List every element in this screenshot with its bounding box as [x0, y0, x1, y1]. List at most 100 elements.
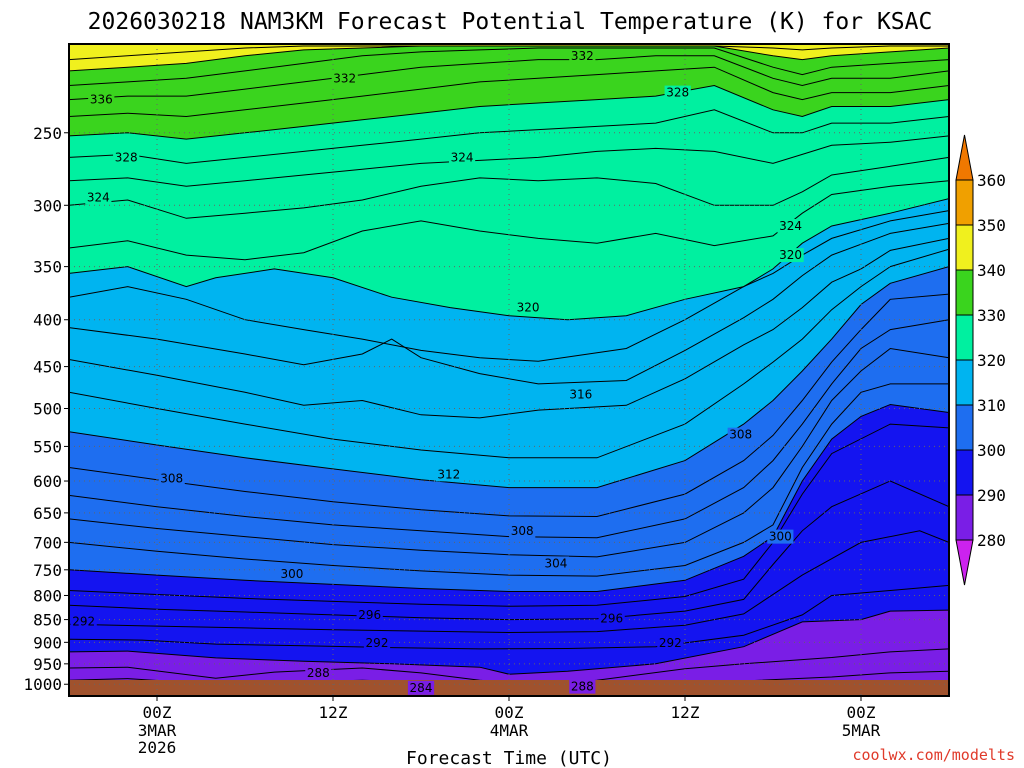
fill-band-336: [69, 44, 949, 86]
contour-label-312: 312: [437, 467, 460, 481]
contour-label-bg: [331, 71, 358, 86]
colorbar-label: 310: [977, 396, 1006, 415]
colorbar-bottom-arrow: [955, 539, 974, 586]
contour-label-332: 332: [571, 49, 594, 63]
contour-label-300: 300: [769, 530, 792, 544]
contour-line-310: [69, 266, 949, 489]
x-tick-label: 00Z: [495, 703, 524, 722]
contour-label-bg: [278, 567, 306, 582]
ground-band: [69, 680, 949, 695]
contour-label-288: 288: [307, 666, 330, 680]
y-tick-label: 850: [33, 611, 62, 630]
x-tick-sublabel: 3MAR: [138, 721, 177, 740]
contour-line-318: [69, 210, 949, 362]
contour-line-334: [69, 55, 949, 101]
contour-label-288: 288: [571, 680, 594, 694]
grid-lines: [69, 44, 949, 696]
fill-band-344: [69, 44, 949, 60]
contour-line-322: [69, 180, 949, 261]
contour-line-300: [69, 403, 949, 592]
contour-label-324: 324: [779, 219, 802, 233]
y-tick-label: 900: [33, 633, 62, 652]
contour-label-bg: [448, 150, 476, 165]
y-tick-label: 500: [33, 400, 62, 419]
y-tick-label: 700: [33, 533, 62, 552]
contour-label-bg: [598, 611, 625, 626]
x-tick-label: 00Z: [847, 703, 876, 722]
credit-text: coolwx.com/modelts: [852, 746, 1015, 764]
contour-line-328: [69, 109, 949, 164]
contour-line-316: [69, 222, 949, 385]
contour-label-bg: [777, 218, 804, 233]
contour-line-326: [69, 135, 949, 187]
contour-label-292: 292: [366, 636, 389, 650]
y-tick-label: 350: [33, 258, 62, 277]
contour-label-bg: [305, 665, 332, 680]
contour-line-304: [69, 347, 949, 558]
colorbar-label: 280: [977, 531, 1006, 550]
y-tick-label: 800: [33, 586, 62, 605]
contour-label-320: 320: [779, 248, 802, 262]
contour-label-bg: [509, 523, 536, 538]
colorbar-segment: [955, 359, 974, 406]
contour-label-308: 308: [160, 471, 183, 485]
contour-label-bg: [435, 467, 462, 482]
colorbar-label: 360: [977, 171, 1006, 190]
x-tick-year: 2026: [138, 738, 177, 757]
contour-line-330: [69, 84, 949, 140]
contour-label-bg: [363, 636, 391, 651]
y-tick-label: 600: [33, 472, 62, 491]
colorbar-label: 340: [977, 261, 1006, 280]
contour-label-304: 304: [544, 556, 567, 570]
colorbar-segment: [955, 404, 974, 451]
contour-line-314: [69, 237, 949, 419]
colorbar-label: 350: [977, 216, 1006, 235]
contour-label-bg: [88, 92, 115, 107]
contour-line-298: [69, 423, 949, 607]
colorbar-label: 300: [977, 441, 1006, 460]
contour-label-324: 324: [87, 190, 110, 204]
contour-line-320: [69, 198, 949, 321]
contour-label-300: 300: [280, 567, 303, 581]
contour-labels: 336 332 332 328 328 324 324 324 320 320 316 312 308 3…: [70, 48, 804, 695]
colorbar-top-arrow: [955, 134, 974, 181]
contour-label-bg: [569, 679, 596, 694]
contour-label-308: 308: [729, 428, 752, 442]
x-tick-label: 12Z: [319, 703, 348, 722]
x-axis-title: Forecast Time (UTC): [406, 748, 612, 768]
contour-line-292: [69, 584, 949, 650]
colorbar-segment: [955, 224, 974, 271]
y-tick-label: 400: [33, 311, 62, 330]
y-tick-label: 750: [33, 561, 62, 580]
colorbar-segment: [955, 269, 974, 316]
contour-line-302: [69, 383, 949, 577]
contour-label-328: 328: [666, 86, 689, 100]
contour-label-292: 292: [72, 614, 95, 628]
contour-label-284: 284: [410, 681, 433, 695]
contour-label-320: 320: [517, 301, 540, 315]
x-tick-sublabel: 5MAR: [842, 721, 881, 740]
colorbar-segment: [955, 314, 974, 361]
colorbar-segment: [955, 494, 974, 541]
contour-label-336: 336: [90, 93, 113, 107]
contour-label-332: 332: [333, 71, 356, 85]
x-tick-sublabel: 4MAR: [490, 721, 529, 740]
contour-label-bg: [657, 636, 684, 651]
colorbar-label: 330: [977, 306, 1006, 325]
y-tick-label: 1000: [23, 675, 62, 694]
y-tick-label: 250: [33, 124, 62, 143]
contour-label-bg: [664, 85, 691, 100]
contour-label-324: 324: [451, 150, 474, 164]
chart-title: 2026030218 NAM3KM Forecast Potential Tem…: [88, 9, 933, 35]
colorbar: 360 350 340 330 320 310 300 290 280: [955, 134, 1006, 586]
contour-line-290: [69, 609, 949, 675]
colorbar-segment: [955, 449, 974, 496]
contour-label-296: 296: [600, 612, 623, 626]
contour-label-328: 328: [115, 150, 138, 164]
contour-label-bg: [356, 607, 383, 622]
contour-label-bg: [767, 529, 794, 544]
contour-label-308: 308: [511, 524, 534, 538]
x-tick-label: 00Z: [143, 703, 172, 722]
contour-label-bg: [85, 190, 112, 205]
y-tick-label: 950: [33, 655, 62, 674]
